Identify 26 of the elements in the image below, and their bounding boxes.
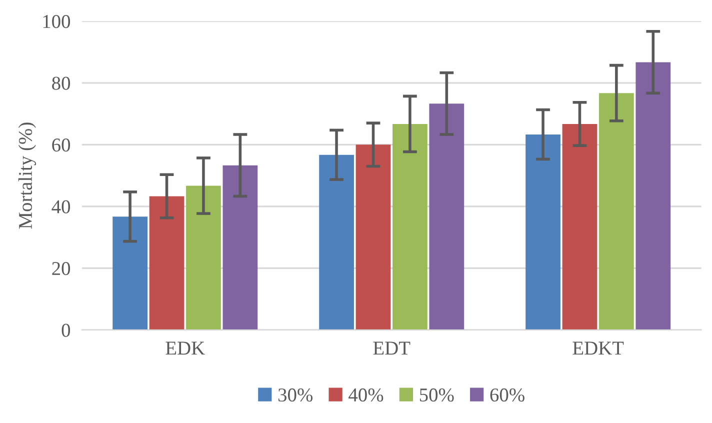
bar — [392, 124, 428, 330]
bar — [186, 186, 221, 330]
x-tick-label: EDK — [166, 342, 205, 355]
x-tick-label: EDT — [373, 342, 410, 355]
legend-label: 30% — [278, 388, 313, 402]
y-tick-label: 40 — [52, 200, 70, 214]
bar — [599, 93, 634, 330]
bar — [562, 124, 598, 330]
bar — [222, 165, 258, 330]
bar — [112, 216, 148, 330]
bar — [526, 134, 560, 330]
x-tick-label: EDKT — [572, 342, 624, 355]
bar — [636, 62, 671, 330]
legend-label: 50% — [420, 388, 454, 402]
y-tick-label: 20 — [52, 262, 70, 276]
legend-label: 60% — [490, 388, 524, 402]
y-tick-label: 100 — [43, 14, 70, 28]
y-tick-label: 0 — [62, 324, 70, 337]
y-tick-label: 60 — [52, 138, 70, 152]
bar — [429, 104, 464, 330]
y-axis-title: Mortality (%) — [18, 122, 36, 229]
bar — [356, 144, 391, 330]
bar — [149, 196, 184, 330]
bar — [319, 154, 354, 330]
legend-label: 40% — [348, 388, 384, 402]
y-tick-label: 80 — [52, 76, 70, 90]
